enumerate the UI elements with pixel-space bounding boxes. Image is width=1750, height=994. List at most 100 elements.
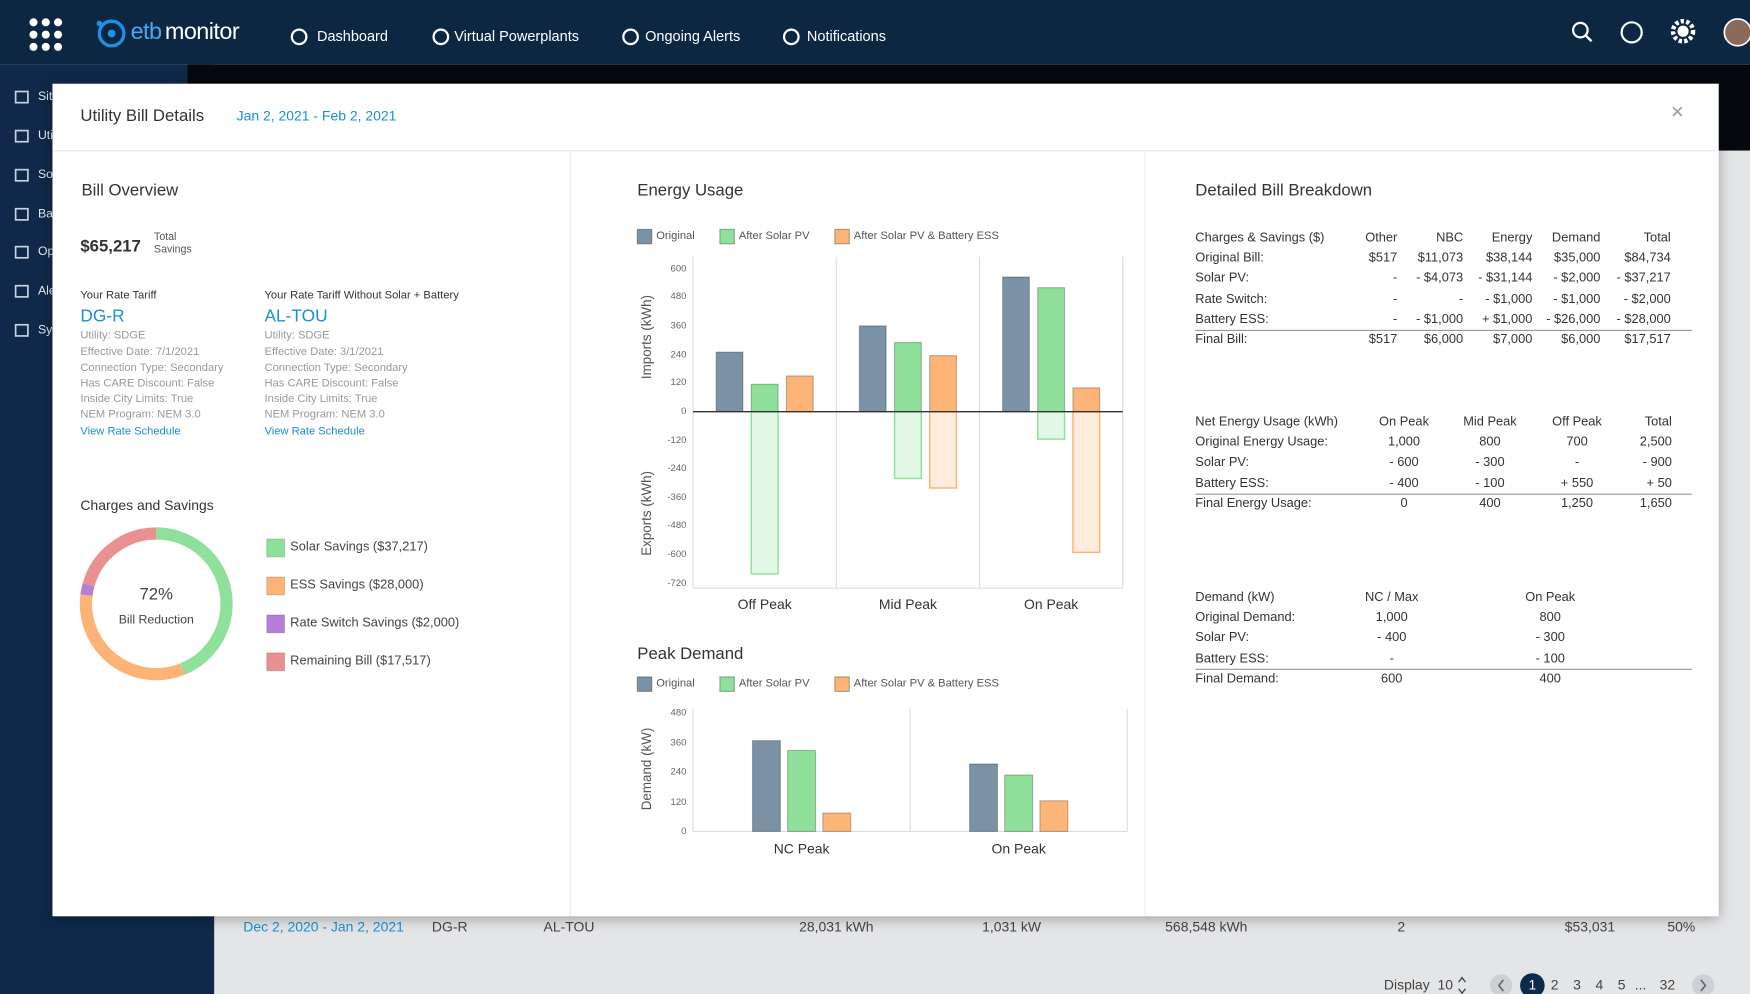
logo-ring <box>97 19 126 48</box>
y-tick-label: 240 <box>670 347 687 360</box>
sidebar-link[interactable]: Bat <box>37 207 57 221</box>
app-menu-dot[interactable] <box>41 42 50 51</box>
table-cell: $517 <box>1368 333 1398 347</box>
app-menu-dot[interactable] <box>29 42 38 51</box>
donut-segment <box>82 527 157 587</box>
table-cell: - 900 <box>1642 456 1672 470</box>
prev-page[interactable] <box>1489 974 1513 994</box>
app-menu-dot[interactable] <box>41 18 50 27</box>
donut-segment <box>79 594 185 681</box>
tariff-detail: Inside City Limits: True <box>80 393 194 406</box>
legend-label: After Solar PV & Battery ESS <box>853 677 999 691</box>
sidebar-link[interactable]: Ale <box>37 284 56 298</box>
table-cell: Solar PV: <box>1195 456 1250 470</box>
table-header: Total <box>1644 415 1672 430</box>
tariff-detail: Connection Type: Secondary <box>264 361 408 375</box>
table-cell: Final Energy Usage: <box>1195 496 1312 511</box>
search-icon[interactable] <box>1571 21 1589 39</box>
app-menu-dot[interactable] <box>54 18 63 27</box>
tariff-heading: Your Rate Tariff <box>80 289 157 302</box>
search-icon-handle <box>1585 34 1593 43</box>
sidebar-link[interactable]: Sol <box>37 168 56 182</box>
page-link[interactable]: 2 <box>1550 977 1559 994</box>
table-cell: 400 <box>1479 496 1501 511</box>
legend-swatch <box>266 614 286 634</box>
help-icon[interactable] <box>1620 21 1643 44</box>
table-cell: 1,650 <box>1639 496 1672 511</box>
sidebar-link[interactable]: Op <box>37 245 55 259</box>
bar <box>785 375 814 413</box>
avatar[interactable] <box>1723 18 1750 47</box>
page-link[interactable]: 4 <box>1595 977 1604 994</box>
bar <box>715 351 744 413</box>
table-cell: - <box>1574 456 1580 470</box>
nav-icon <box>782 28 800 46</box>
nav-link[interactable]: Notifications <box>806 27 886 45</box>
chart-title: Peak Demand <box>637 644 744 664</box>
table-header: NBC <box>1436 231 1464 245</box>
y-tick-label: -240 <box>667 462 687 474</box>
active-page <box>1520 973 1545 994</box>
total-savings-label: Total Savings <box>154 231 192 256</box>
app-menu-dot[interactable] <box>29 30 38 39</box>
y-tick-label: -480 <box>667 519 687 531</box>
sidebar-icon <box>14 90 29 104</box>
page-link[interactable]: 5 <box>1617 977 1626 994</box>
logo-text: monitor <box>164 18 240 45</box>
table-cell: Solar PV: <box>1195 631 1250 645</box>
page-link[interactable]: 3 <box>1573 977 1581 994</box>
bar <box>858 325 887 413</box>
page-link[interactable]: 1 <box>1528 977 1537 994</box>
table-cell: - 600 <box>1389 456 1419 470</box>
table-cell: 600 <box>1381 672 1403 686</box>
legend-label: Remaining Bill ($17,517) <box>290 654 431 668</box>
prev-arrow <box>1497 979 1504 992</box>
rate-schedule-link[interactable]: View Rate Schedule <box>264 425 365 438</box>
table-header: On Peak <box>1379 415 1429 430</box>
sidebar-link[interactable]: Uti <box>37 129 53 143</box>
x-tick-label: Off Peak <box>737 596 792 613</box>
y-tick-label: 0 <box>681 405 687 417</box>
legend-label: After Solar PV <box>738 230 810 243</box>
table-cell: - $1,000 <box>1416 312 1464 327</box>
nav-link[interactable]: Dashboard <box>316 27 388 45</box>
rate-schedule-link[interactable]: View Rate Schedule <box>80 425 181 438</box>
y-tick-label: -720 <box>667 576 687 588</box>
y-axis-label: Demand (kW) <box>638 727 655 811</box>
nav-link[interactable]: Ongoing Alerts <box>645 27 741 45</box>
y-tick-label: 120 <box>670 376 687 388</box>
table-cell: + $1,000 <box>1482 312 1533 327</box>
tariff-detail: Effective Date: 7/1/2021 <box>80 346 200 359</box>
table-cell: - 100 <box>1535 651 1565 666</box>
date-range: Jan 2, 2021 - Feb 2, 2021 <box>236 108 397 124</box>
page-size[interactable]: 10 <box>1437 977 1454 994</box>
settings-icon[interactable] <box>1670 18 1696 44</box>
legend-label: After Solar PV & Battery ESS <box>853 230 999 243</box>
table-cell: Original Bill: <box>1195 251 1264 265</box>
modal <box>52 83 1719 917</box>
app-menu-dot[interactable] <box>54 30 63 39</box>
top-nav <box>0 0 1750 65</box>
close-button[interactable]: × <box>1670 99 1684 125</box>
sidebar-icon <box>14 323 29 337</box>
app-menu-dot[interactable] <box>41 30 50 39</box>
table-cell: 1,000 <box>1375 610 1408 625</box>
app-menu-dot[interactable] <box>54 42 63 51</box>
table-cell: 1,000 <box>1387 435 1421 450</box>
sidebar-icon <box>14 129 29 143</box>
next-page[interactable] <box>1691 974 1715 994</box>
page-link[interactable]: 32 <box>1659 977 1676 994</box>
page-link[interactable]: ... <box>1634 977 1647 994</box>
table-cell: - $1,000 <box>1553 292 1601 306</box>
app-menu-dot[interactable] <box>29 18 38 27</box>
table-cell: $84,734 <box>1624 251 1671 265</box>
table-cell: DG-R <box>431 919 468 936</box>
tariff-detail: Has CARE Discount: False <box>80 377 215 390</box>
nav-link[interactable]: Virtual Powerplants <box>454 27 579 45</box>
donut-center-value: 72% <box>139 585 174 605</box>
logo[interactable]: etb monitor <box>131 19 240 46</box>
legend-label: Original <box>656 677 695 691</box>
table-cell[interactable]: Dec 2, 2020 - Jan 2, 2021 <box>243 919 404 936</box>
table-cell: 2,500 <box>1639 435 1672 450</box>
